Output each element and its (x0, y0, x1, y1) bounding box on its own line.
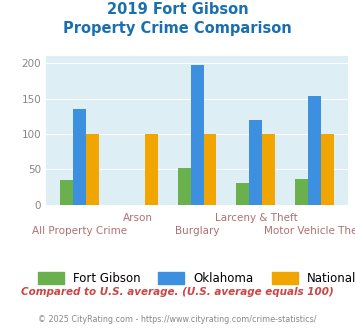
Legend: Fort Gibson, Oklahoma, National: Fort Gibson, Oklahoma, National (33, 267, 355, 289)
Bar (60, 180, 73, 205)
Text: Compared to U.S. average. (U.S. average equals 100): Compared to U.S. average. (U.S. average … (21, 287, 334, 297)
Bar (295, 179, 308, 205)
Bar (178, 168, 191, 205)
Bar (262, 134, 275, 205)
Bar (236, 183, 250, 205)
Bar (250, 120, 262, 205)
Text: All Property Crime: All Property Crime (32, 226, 127, 236)
Text: © 2025 CityRating.com - https://www.cityrating.com/crime-statistics/: © 2025 CityRating.com - https://www.city… (38, 315, 317, 324)
Text: Burglary: Burglary (175, 226, 219, 236)
Bar (308, 96, 321, 205)
Text: 2019 Fort Gibson: 2019 Fort Gibson (107, 2, 248, 16)
Bar (321, 134, 334, 205)
Text: Arson: Arson (123, 213, 153, 223)
Text: Motor Vehicle Theft: Motor Vehicle Theft (264, 226, 355, 236)
Bar (144, 134, 158, 205)
Bar (191, 65, 203, 205)
Bar (86, 134, 99, 205)
Text: Property Crime Comparison: Property Crime Comparison (63, 21, 292, 36)
Text: Larceny & Theft: Larceny & Theft (214, 213, 297, 223)
Bar (73, 109, 86, 205)
Bar (203, 134, 217, 205)
